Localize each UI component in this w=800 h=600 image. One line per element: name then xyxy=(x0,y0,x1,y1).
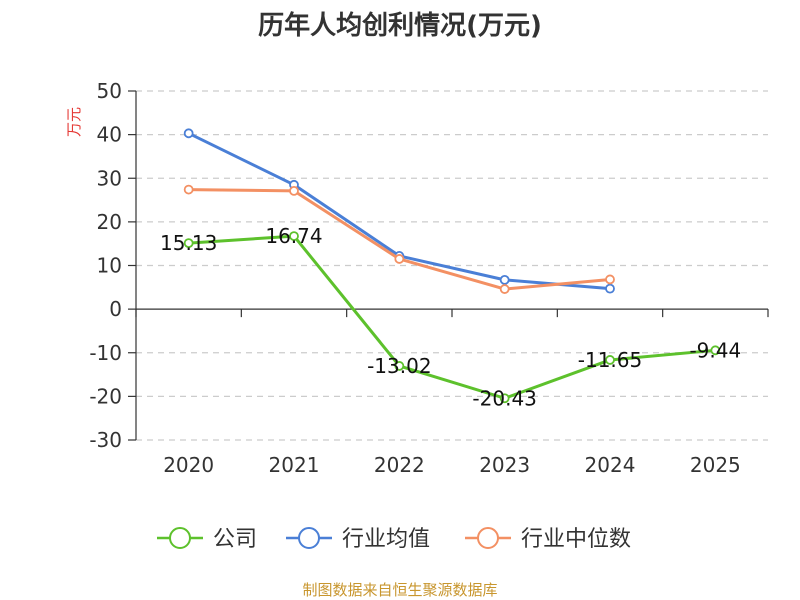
data-label: -13.02 xyxy=(367,354,431,378)
series-lines xyxy=(183,128,721,404)
data-point xyxy=(499,274,510,285)
y-tick-label: -30 xyxy=(89,428,122,452)
data-point xyxy=(499,393,510,404)
y-tick-label: 30 xyxy=(97,166,122,190)
chart-title: 历年人均创利情况(万元) xyxy=(258,10,542,41)
x-tick-label: 2023 xyxy=(479,453,530,477)
data-point xyxy=(605,355,615,365)
y-tick-label: 50 xyxy=(97,79,122,103)
data-point xyxy=(394,361,405,371)
data-point xyxy=(183,238,194,249)
data-point xyxy=(183,128,194,139)
data-point xyxy=(605,283,615,294)
legend-label: 行业中位数 xyxy=(521,527,631,552)
x-tick-label: 2025 xyxy=(690,453,741,477)
data-label: -20.43 xyxy=(472,386,536,410)
x-tick-label: 2024 xyxy=(585,453,636,477)
legend-item-0[interactable]: 公司 xyxy=(157,527,257,552)
y-axis-label: 万元 xyxy=(65,107,83,137)
data-point xyxy=(605,274,615,285)
data-point xyxy=(710,345,721,356)
data-point xyxy=(289,186,299,196)
y-tick-label: 20 xyxy=(97,210,122,234)
data-label: -11.65 xyxy=(578,348,642,372)
data-label: 16.74 xyxy=(265,224,322,248)
axes: 50 40 30 20 10 0 -10 -20 -30 2020 2021 2022 2023 2024… xyxy=(89,79,769,477)
y-tick-label: -20 xyxy=(89,384,122,408)
grid-lines xyxy=(136,90,768,441)
data-point xyxy=(394,254,405,264)
legend-marker xyxy=(169,527,191,549)
data-label: -9.44 xyxy=(689,338,741,362)
y-tick-label: 10 xyxy=(97,254,122,278)
source-note: 制图数据来自恒生聚源数据库 xyxy=(302,581,497,599)
series-line-0 xyxy=(188,234,716,400)
legend-label: 行业均值 xyxy=(342,527,430,552)
y-tick-label: 0 xyxy=(109,297,122,321)
legend[interactable]: 公司 行业均值 行业中位数 xyxy=(157,527,631,552)
legend-label: 公司 xyxy=(213,527,257,552)
x-tick-label: 2022 xyxy=(374,453,425,477)
x-tick-label: 2021 xyxy=(269,453,320,477)
y-tick-label: -10 xyxy=(89,341,122,365)
y-tick-label: 40 xyxy=(97,123,122,147)
data-labels: 15.13 16.74 -13.02 -20.43 -11.65 -9.44 xyxy=(160,224,741,410)
data-point xyxy=(183,184,194,195)
data-point xyxy=(289,231,299,241)
legend-item-2[interactable]: 行业中位数 xyxy=(465,527,631,552)
data-point xyxy=(499,284,510,294)
legend-item-1[interactable]: 行业均值 xyxy=(286,527,430,552)
legend-marker xyxy=(298,527,320,549)
x-tick-label: 2020 xyxy=(163,453,214,477)
data-label: 15.13 xyxy=(160,231,217,255)
legend-marker xyxy=(477,527,499,549)
